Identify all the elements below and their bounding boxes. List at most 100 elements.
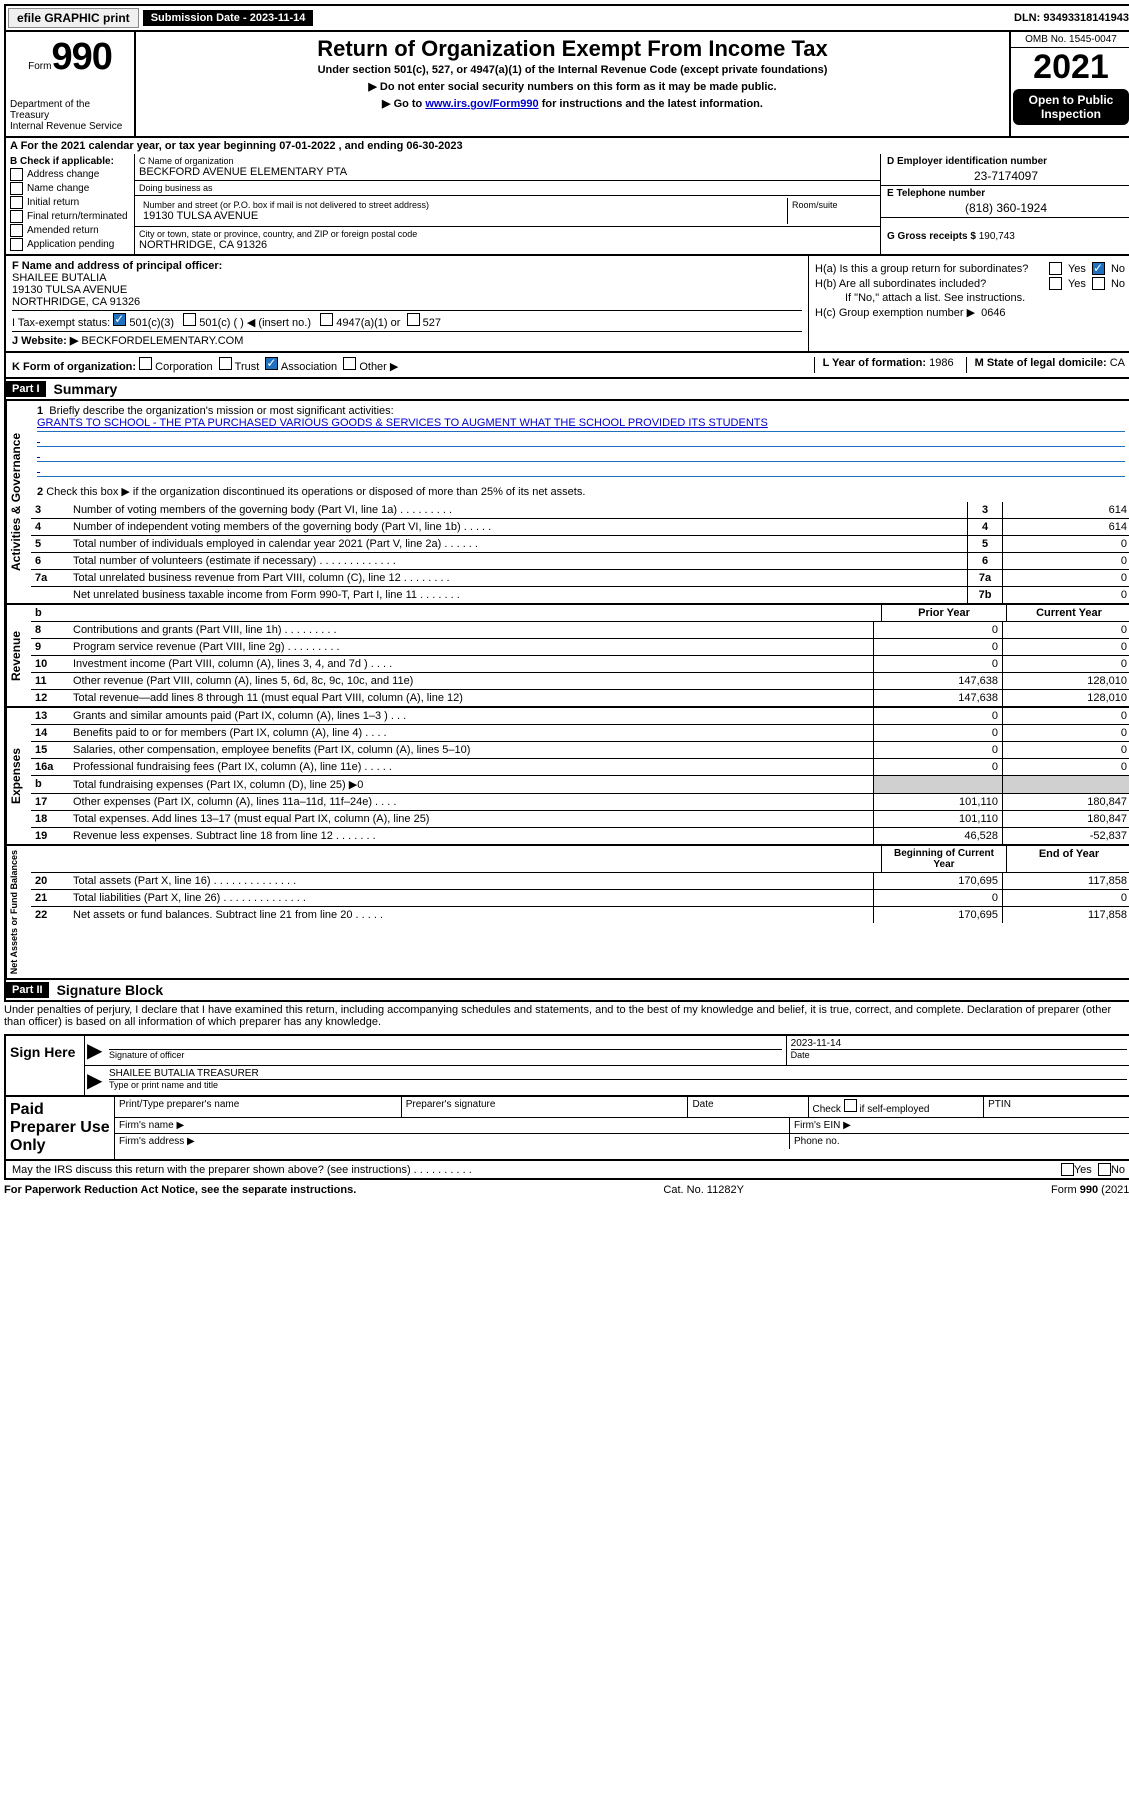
line-num: b (31, 776, 69, 793)
irs-link[interactable]: www.irs.gov/Form990 (425, 98, 538, 110)
line-desc: Total number of volunteers (estimate if … (69, 553, 967, 569)
rev-b-label: b (31, 605, 69, 621)
sig-name: SHAILEE BUTALIA TREASURER (109, 1068, 1127, 1079)
line-desc: Number of voting members of the governin… (69, 502, 967, 518)
expenses-section: Expenses 13Grants and similar amounts pa… (4, 708, 1129, 846)
line-desc: Total expenses. Add lines 13–17 (must eq… (69, 811, 873, 827)
line-num: 4 (31, 519, 69, 535)
part2-tag: Part II (6, 982, 49, 998)
501c-checkbox[interactable] (183, 313, 196, 326)
sig-name-label: Type or print name and title (109, 1079, 1127, 1090)
b-checkbox[interactable] (10, 210, 23, 223)
b-option-label: Amended return (27, 225, 99, 236)
sign-here-block: Sign Here ▶ Signature of officer 2023-11… (4, 1034, 1129, 1097)
street-label: Number and street (or P.O. box if mail i… (143, 200, 783, 210)
part1-title: Summary (54, 381, 118, 397)
line-desc: Total revenue—add lines 8 through 11 (mu… (69, 690, 873, 706)
sig-date: 2023-11-14 (791, 1038, 1127, 1049)
prior-value: 170,695 (873, 873, 1002, 889)
k-other-checkbox[interactable] (343, 357, 356, 370)
b-title: B Check if applicable: (10, 156, 130, 167)
efile-button[interactable]: efile GRAPHIC print (8, 8, 139, 28)
current-value (1002, 776, 1129, 793)
line-desc: Total number of individuals employed in … (69, 536, 967, 552)
current-value: -52,837 (1002, 828, 1129, 844)
section-c: C Name of organization BECKFORD AVENUE E… (135, 154, 881, 254)
line-num: 5 (31, 536, 69, 552)
gross-value: 190,743 (979, 231, 1015, 242)
line-desc: Net unrelated business taxable income fr… (69, 587, 967, 603)
department-label: Department of the Treasury Internal Reve… (10, 99, 130, 132)
line-num: 16a (31, 759, 69, 775)
self-employed-checkbox[interactable] (844, 1099, 857, 1112)
b-option-label: Address change (27, 169, 99, 180)
line-num: 12 (31, 690, 69, 706)
hb-yes-checkbox[interactable] (1049, 277, 1062, 290)
line-desc: Total assets (Part X, line 16) . . . . .… (69, 873, 873, 889)
revenue-section: Revenue b Prior Year Current Year 8Contr… (4, 605, 1129, 708)
line-ref: 7b (967, 587, 1002, 603)
line-num: 17 (31, 794, 69, 810)
b-option-label: Final return/terminated (27, 211, 128, 222)
b-checkbox[interactable] (10, 238, 23, 251)
4947-checkbox[interactable] (320, 313, 333, 326)
governance-section: Activities & Governance 1 Briefly descri… (4, 401, 1129, 605)
officer-street: 19130 TULSA AVENUE (12, 284, 802, 296)
org-name: BECKFORD AVENUE ELEMENTARY PTA (139, 166, 876, 178)
current-year-header: Current Year (1006, 605, 1129, 621)
may-no-checkbox[interactable] (1098, 1163, 1111, 1176)
penalty-statement: Under penalties of perjury, I declare th… (4, 1002, 1129, 1030)
form-title: Return of Organization Exempt From Incom… (144, 36, 1001, 62)
k-assoc-checkbox[interactable] (265, 357, 278, 370)
k-corp-checkbox[interactable] (139, 357, 152, 370)
b-checkbox[interactable] (10, 224, 23, 237)
firm-name-label: Firm's name ▶ (115, 1118, 790, 1133)
may-yes-checkbox[interactable] (1061, 1163, 1074, 1176)
m-label: M State of legal domicile: (975, 357, 1107, 369)
current-value: 0 (1002, 759, 1129, 775)
hb-label: H(b) Are all subordinates included? (815, 278, 1043, 290)
b-checkbox[interactable] (10, 196, 23, 209)
line-num: 15 (31, 742, 69, 758)
mission-blank-2 (37, 447, 1125, 462)
b-option-label: Initial return (27, 197, 79, 208)
net-side-label: Net Assets or Fund Balances (6, 846, 31, 978)
line-ref: 5 (967, 536, 1002, 552)
sign-here-label: Sign Here (6, 1036, 85, 1095)
line-desc: Other expenses (Part IX, column (A), lin… (69, 794, 873, 810)
line-ref: 4 (967, 519, 1002, 535)
sig-arrow-1: ▶ (85, 1036, 105, 1065)
form-header: Form990 Department of the Treasury Inter… (4, 32, 1129, 138)
governance-side-label: Activities & Governance (6, 401, 31, 603)
527-checkbox[interactable] (407, 313, 420, 326)
current-value: 180,847 (1002, 811, 1129, 827)
line-value: 0 (1002, 570, 1129, 586)
b-checkbox[interactable] (10, 182, 23, 195)
city-label: City or town, state or province, country… (139, 229, 876, 239)
instruction-2: ▶ Go to www.irs.gov/Form990 for instruct… (144, 97, 1001, 110)
line-a: A For the 2021 calendar year, or tax yea… (4, 138, 1129, 154)
hb-no-checkbox[interactable] (1092, 277, 1105, 290)
b-checkbox[interactable] (10, 168, 23, 181)
mission-text: GRANTS TO SCHOOL - THE PTA PURCHASED VAR… (37, 417, 1125, 432)
hc-value: 0646 (981, 307, 1005, 319)
b-option-label: Name change (27, 183, 89, 194)
mission-blank-3 (37, 462, 1125, 477)
k-trust-checkbox[interactable] (219, 357, 232, 370)
part2-title: Signature Block (57, 982, 164, 998)
501c3-checkbox[interactable] (113, 313, 126, 326)
sig-date-label: Date (791, 1049, 1127, 1060)
line-num: 8 (31, 622, 69, 638)
may-text: May the IRS discuss this return with the… (12, 1164, 1061, 1176)
line-ref: 7a (967, 570, 1002, 586)
prior-value: 0 (873, 725, 1002, 741)
page-footer: For Paperwork Reduction Act Notice, see … (4, 1184, 1129, 1196)
may-discuss-row: May the IRS discuss this return with the… (4, 1161, 1129, 1180)
title-box: Return of Organization Exempt From Incom… (136, 32, 1011, 136)
firm-ein-label: Firm's EIN ▶ (790, 1118, 1129, 1133)
line-desc: Salaries, other compensation, employee b… (69, 742, 873, 758)
ha-yes-checkbox[interactable] (1049, 262, 1062, 275)
f-label: F Name and address of principal officer: (12, 260, 222, 272)
ha-no-checkbox[interactable] (1092, 262, 1105, 275)
expenses-side-label: Expenses (6, 708, 31, 844)
